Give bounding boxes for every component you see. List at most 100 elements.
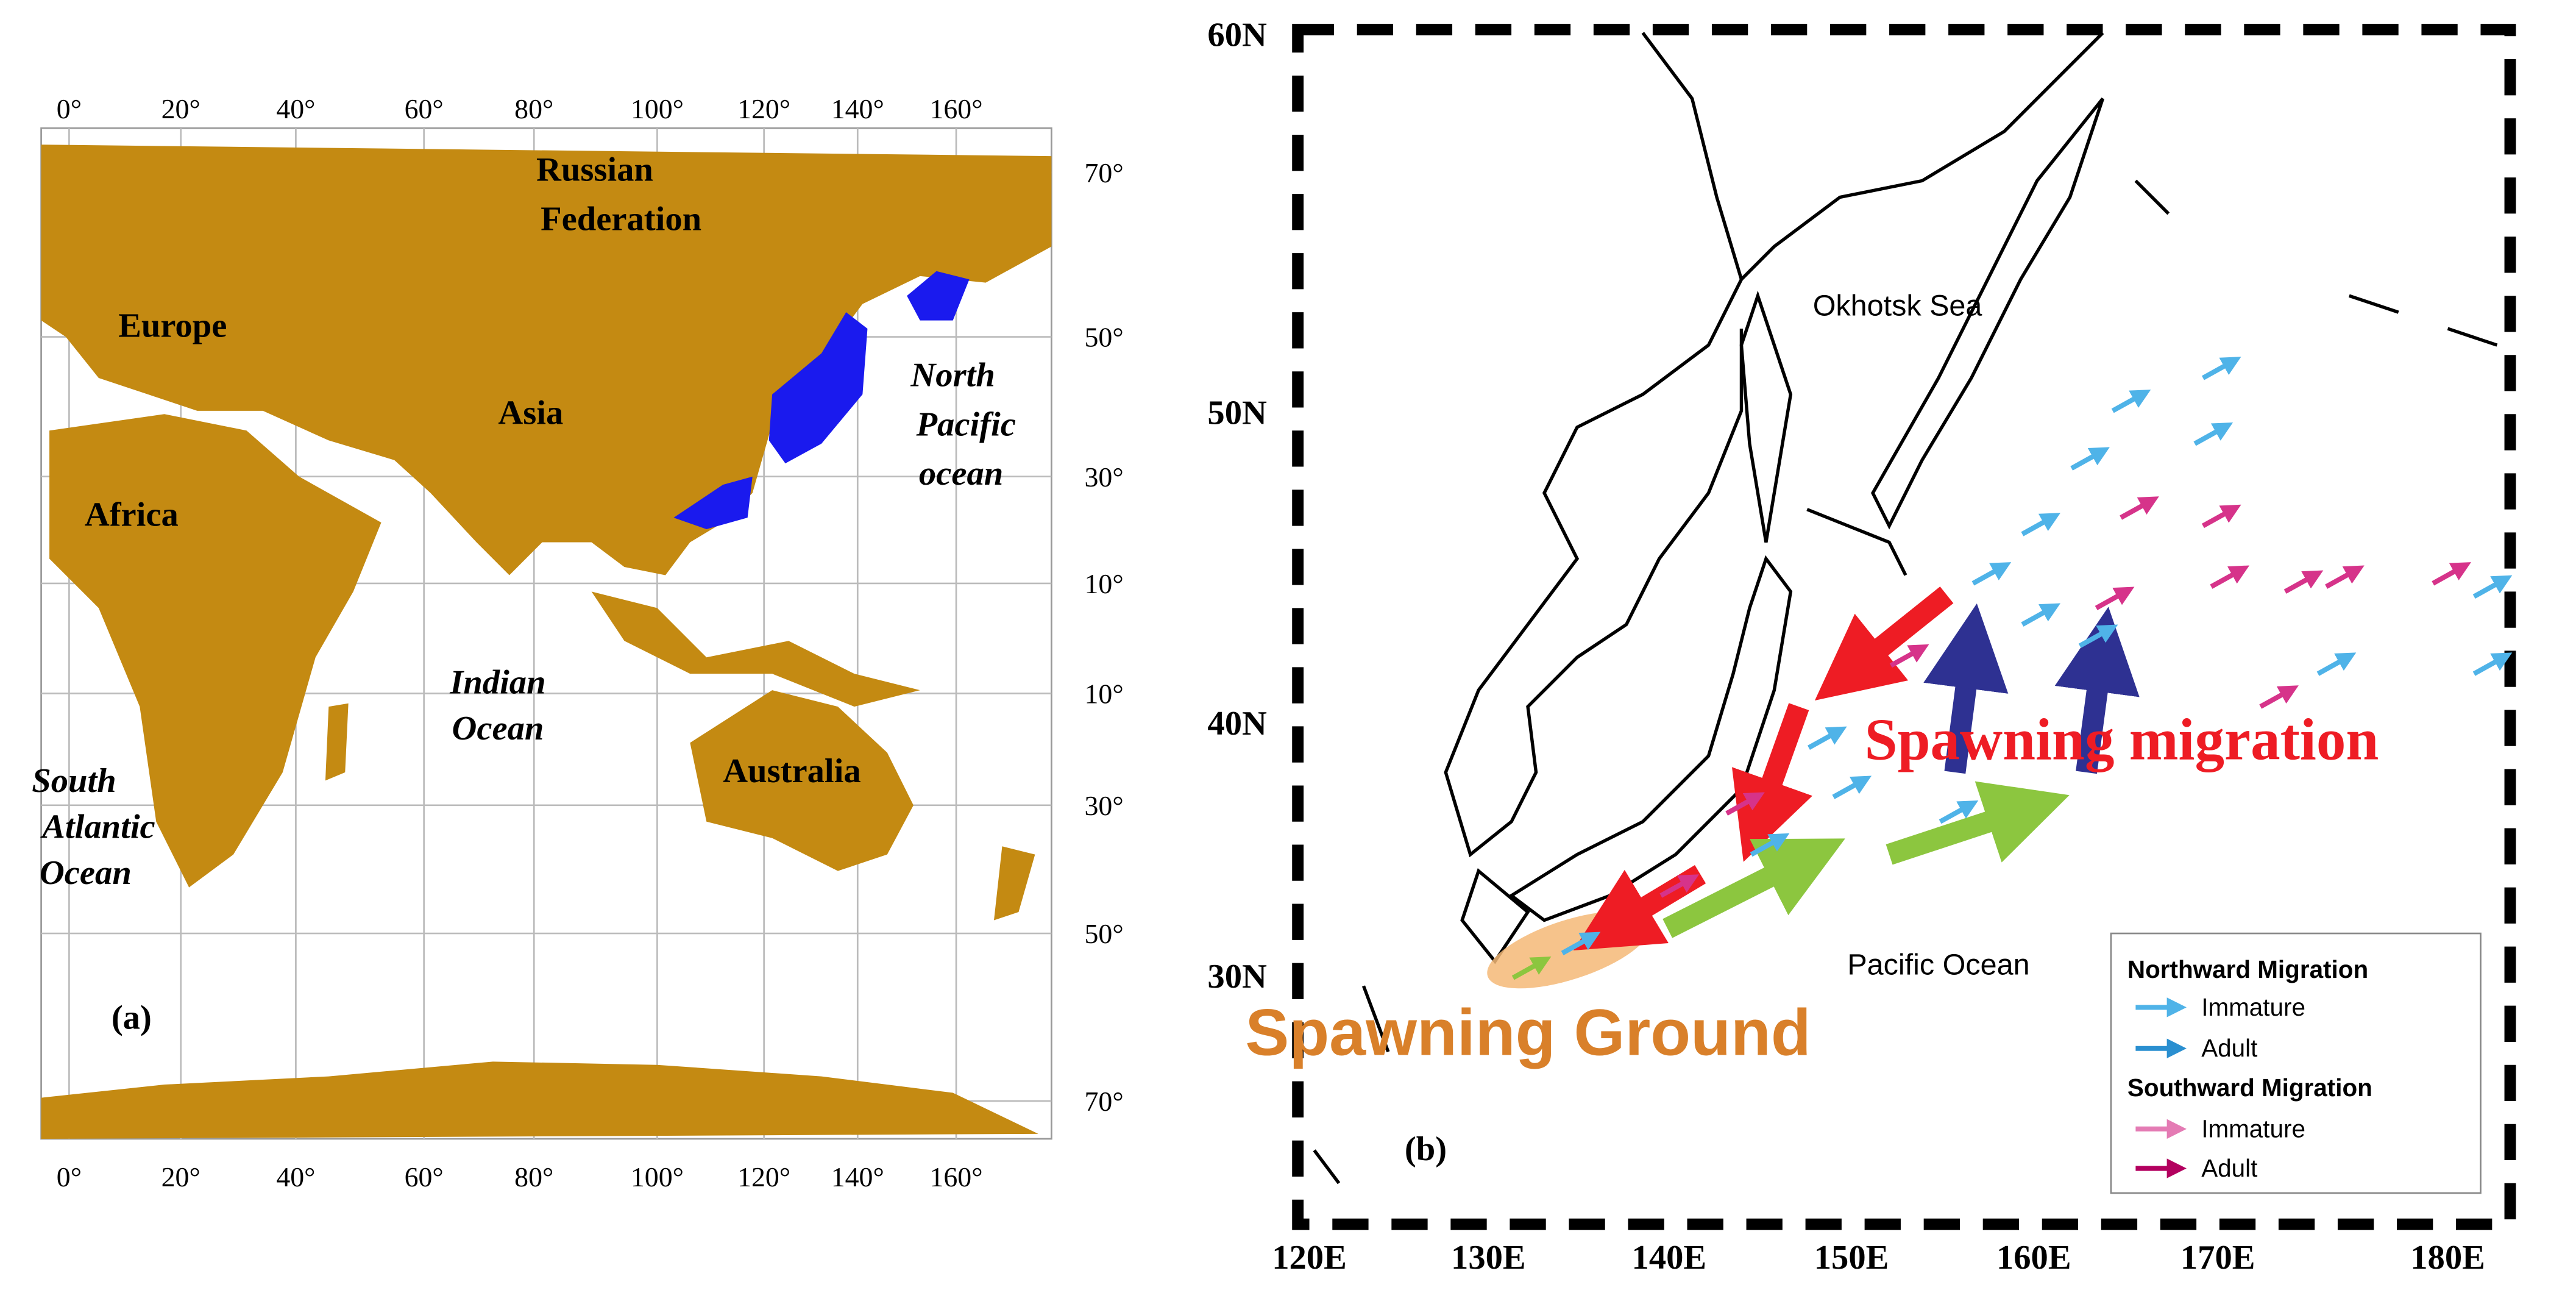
arrow bbox=[1808, 726, 1847, 750]
region-label: Africa bbox=[85, 496, 179, 534]
lon-label: 140° bbox=[831, 93, 884, 124]
range-japan bbox=[768, 312, 868, 464]
lat-label: 50° bbox=[1085, 918, 1124, 949]
lon-label: 80° bbox=[514, 93, 553, 124]
text-line: South bbox=[32, 762, 116, 800]
sea-label: Pacific Ocean bbox=[1847, 948, 2029, 981]
coastlines bbox=[1313, 32, 2498, 1185]
legend-box bbox=[2110, 932, 2482, 1194]
annotation: Spawning migration bbox=[1865, 707, 2379, 772]
arrow bbox=[2021, 513, 2061, 536]
region-label: Asia bbox=[498, 394, 563, 432]
lon-label: 160° bbox=[929, 93, 982, 124]
region-label: South Atlantic Ocean bbox=[32, 762, 155, 892]
arrow bbox=[1889, 644, 1929, 668]
text-line: Federation bbox=[541, 200, 701, 238]
arrow bbox=[2120, 496, 2159, 520]
arrow bbox=[1971, 562, 2012, 586]
region-label: Europe bbox=[118, 307, 227, 345]
sea-label: Okhotsk Sea bbox=[1813, 290, 1982, 322]
lat-label: 30° bbox=[1085, 461, 1124, 493]
text-line: Ocean bbox=[452, 710, 544, 747]
range-kuril bbox=[907, 271, 970, 321]
legend-text: Northward Migration bbox=[2127, 955, 2368, 983]
arrow bbox=[1832, 775, 1872, 799]
legend-text: Immature bbox=[2201, 993, 2305, 1021]
lon-label: 60° bbox=[405, 1161, 444, 1192]
arrow bbox=[2210, 565, 2250, 589]
arrow bbox=[2021, 603, 2061, 627]
lon-label: 80° bbox=[514, 1161, 553, 1192]
legend-text: Adult bbox=[2201, 1154, 2257, 1182]
lat-label: 30° bbox=[1085, 790, 1124, 821]
legend-text: Immature bbox=[2201, 1114, 2305, 1142]
arrow bbox=[2054, 607, 2140, 774]
arrow bbox=[1511, 957, 1552, 980]
arrow bbox=[2078, 624, 2118, 648]
arrow bbox=[1725, 792, 1765, 816]
arrow bbox=[1923, 603, 2009, 774]
region-label: Russian Federation bbox=[536, 151, 701, 238]
lon-label: 60° bbox=[405, 93, 444, 124]
lon-label: 40° bbox=[276, 1161, 315, 1192]
lat-label: 60N bbox=[1207, 16, 1267, 54]
panel-b: Okhotsk Sea Pacific Ocean Spawning migra… bbox=[1207, 16, 2516, 1277]
arrow bbox=[2283, 570, 2324, 594]
lat-label: 70° bbox=[1085, 157, 1124, 188]
text-line: North bbox=[910, 356, 995, 394]
lon-label: 120° bbox=[737, 1161, 790, 1192]
arrow bbox=[2201, 504, 2241, 529]
arrow bbox=[2111, 390, 2151, 413]
lon-label: 20° bbox=[161, 93, 200, 124]
arrow bbox=[2193, 422, 2234, 446]
arrow bbox=[2472, 575, 2513, 599]
indonesia bbox=[591, 591, 920, 707]
africa bbox=[49, 414, 381, 888]
arrow bbox=[2095, 586, 2135, 610]
lat-label: 40N bbox=[1207, 705, 1267, 743]
lon-label: 120E bbox=[1272, 1239, 1347, 1277]
lon-label: 0° bbox=[57, 1161, 82, 1192]
tick-labels: 0° 20° 40° 60° 80° 100° 120° 140° 160° 0° 20° 40° 60… bbox=[57, 93, 1124, 1192]
arrow bbox=[2316, 652, 2357, 676]
panel-label: (b) bbox=[1405, 1130, 1447, 1168]
legend-text: Adult bbox=[2201, 1034, 2257, 1062]
lon-label: 140° bbox=[831, 1161, 884, 1192]
text-line: Indian bbox=[449, 664, 545, 702]
lat-label: 50N bbox=[1207, 394, 1267, 432]
lon-label: 40° bbox=[276, 93, 315, 124]
text-line: Atlantic bbox=[40, 808, 155, 846]
eurasia bbox=[41, 144, 1052, 576]
lat-label: 50° bbox=[1085, 322, 1124, 353]
lat-label: 10° bbox=[1085, 568, 1124, 599]
arrow bbox=[2259, 685, 2299, 709]
lon-label: 170E bbox=[2180, 1239, 2255, 1277]
lon-label: 150E bbox=[1814, 1239, 1889, 1277]
lon-label: 130E bbox=[1451, 1239, 1526, 1277]
arrow bbox=[1561, 932, 1601, 955]
lat-label: 70° bbox=[1085, 1086, 1124, 1117]
region-label: North Pacific ocean bbox=[910, 356, 1015, 493]
panel-label: (a) bbox=[112, 999, 152, 1036]
annotation: Spawning Ground bbox=[1245, 996, 1811, 1069]
arrow bbox=[2070, 447, 2110, 471]
lon-label: 140E bbox=[1632, 1239, 1707, 1277]
region-label: Australia bbox=[723, 752, 860, 790]
legend-text: Southward Migration bbox=[2127, 1074, 2372, 1102]
antarctica bbox=[41, 1061, 1038, 1139]
arrow bbox=[1886, 781, 2070, 865]
arrow bbox=[1662, 838, 1845, 938]
madagascar bbox=[325, 703, 349, 781]
lon-label: 180E bbox=[2410, 1239, 2485, 1277]
arrow bbox=[1939, 800, 1979, 824]
lon-label: 20° bbox=[161, 1161, 200, 1192]
text-line: Russian bbox=[536, 151, 653, 189]
arrow bbox=[2432, 562, 2471, 586]
lon-label: 0° bbox=[57, 93, 82, 124]
arrow bbox=[2201, 357, 2241, 380]
tick-labels: 60N 50N 40N 30N 120E 130E 140E 150E 160E 170E 180E bbox=[1207, 16, 2485, 1276]
arrow bbox=[2325, 565, 2365, 589]
region-label: Indian Ocean bbox=[449, 664, 545, 747]
lon-label: 160° bbox=[929, 1161, 982, 1192]
